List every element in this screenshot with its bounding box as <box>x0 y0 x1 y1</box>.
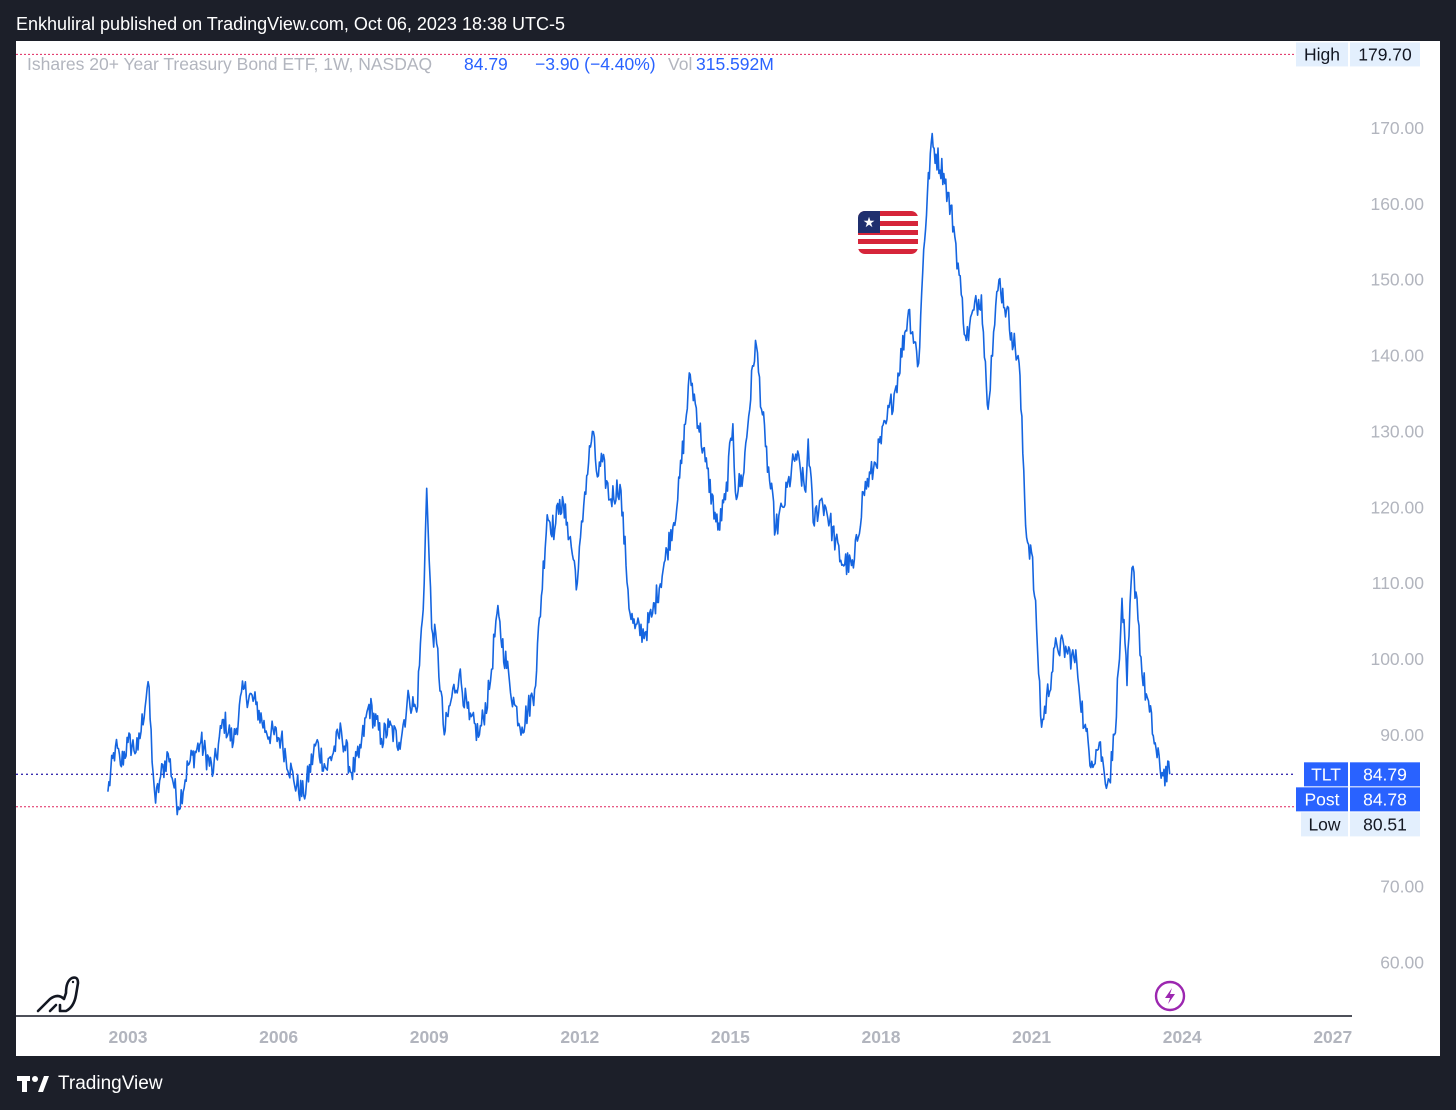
x-tick-label: 2021 <box>1012 1027 1051 1047</box>
low-price-tag-label: Low <box>1308 814 1340 834</box>
price-chart[interactable]: 60.00 70.00 90.00 100.00 110.00 120.00 130.00 1… <box>16 41 1440 1056</box>
x-tick-label: 2027 <box>1313 1027 1352 1047</box>
x-tick-label: 2006 <box>259 1027 298 1047</box>
y-tick-label: 110.00 <box>1372 573 1424 593</box>
x-tick-label: 2012 <box>560 1027 599 1047</box>
lightning-icon[interactable] <box>1154 980 1186 1012</box>
legend-change: −3.90 (−4.40%) <box>535 54 656 74</box>
post-price-tag-value: 84.78 <box>1363 789 1407 809</box>
x-tick-label: 2003 <box>109 1027 148 1047</box>
dino-icon <box>36 976 80 1013</box>
y-tick-label: 60.00 <box>1380 952 1424 972</box>
low-price-tag-value: 80.51 <box>1363 814 1407 834</box>
y-tick-label: 160.00 <box>1370 194 1424 214</box>
symbol-price-tag: TLT 84.79 <box>1304 762 1420 787</box>
y-tick-label: 170.00 <box>1370 118 1424 138</box>
x-tick-label: 2018 <box>862 1027 901 1047</box>
post-price-tag-label: Post <box>1304 789 1339 809</box>
x-tick-label: 2024 <box>1163 1027 1202 1047</box>
y-tick-label: 140.00 <box>1370 346 1424 366</box>
symbol-price-tag-value: 84.79 <box>1363 764 1407 784</box>
high-price-tag-label: High <box>1304 44 1340 64</box>
y-tick-label: 150.00 <box>1370 270 1424 290</box>
x-tick-label: 2015 <box>711 1027 750 1047</box>
legend-name: Ishares 20+ Year Treasury Bond ETF, 1W, … <box>27 54 432 74</box>
publisher-header: Enkhuliral published on TradingView.com,… <box>16 14 565 34</box>
svg-text:★: ★ <box>863 214 876 230</box>
footer: TradingView <box>16 1070 163 1098</box>
y-tick-label: 70.00 <box>1380 877 1424 897</box>
y-tick-label: 120.00 <box>1370 497 1424 517</box>
high-price-tag-value: 179.70 <box>1358 44 1412 64</box>
us-flag-icon: ★ <box>858 211 918 254</box>
legend-volume-value: 315.592M <box>696 54 774 74</box>
legend-last-price: 84.79 <box>464 54 508 74</box>
tradingview-logo-icon[interactable] <box>16 1073 50 1095</box>
y-tick-label: 130.00 <box>1370 421 1424 441</box>
low-price-tag: Low 80.51 <box>1301 812 1420 837</box>
x-tick-label: 2009 <box>410 1027 449 1047</box>
legend-volume-label: Vol <box>668 54 692 74</box>
footer-brand[interactable]: TradingView <box>58 1073 163 1094</box>
symbol-price-tag-label: TLT <box>1311 764 1341 784</box>
y-tick-label: 100.00 <box>1370 649 1424 669</box>
price-series-line[interactable] <box>107 132 1171 816</box>
chart-panel[interactable]: 60.00 70.00 90.00 100.00 110.00 120.00 130.00 1… <box>16 41 1440 1056</box>
high-price-tag: High 179.70 <box>1296 42 1420 67</box>
y-tick-label: 90.00 <box>1380 725 1424 745</box>
post-price-tag: Post 84.78 <box>1296 787 1420 812</box>
